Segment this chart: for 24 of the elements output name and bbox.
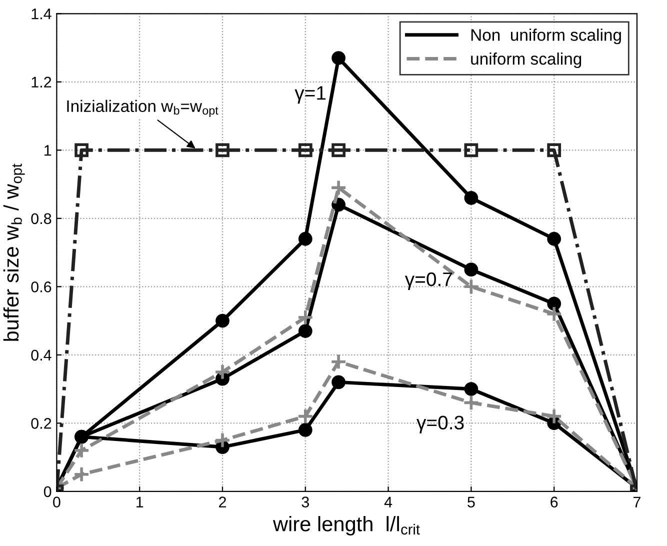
- x-tick-label: 6: [550, 496, 558, 508]
- annotation: γ=1: [294, 86, 326, 104]
- y-tick-label: 0.8: [31, 213, 52, 224]
- x-tick-label: 7: [634, 496, 640, 508]
- x-tick-label: 5: [468, 496, 475, 508]
- legend-label: uniform scaling: [471, 52, 582, 68]
- y-tick-label: 1.4: [32, 8, 52, 20]
- x-tick-label: 4: [384, 496, 392, 508]
- y-axis-title: buffer size w$_{b}$ / w$_{opt}$: [3, 164, 25, 341]
- y-tick-label: 0.4: [31, 350, 52, 361]
- y-tick-label: 0: [44, 486, 52, 498]
- y-tick-label: 0.2: [31, 418, 52, 429]
- x-tick-label: 2: [219, 496, 226, 508]
- x-axis-title: wire length l/l$_{crit}$: [272, 516, 420, 536]
- annotation: γ=0.3: [416, 416, 464, 434]
- x-tick-label: 3: [302, 496, 309, 508]
- y-tick-label: 1.2: [32, 76, 52, 88]
- x-tick-label: 0: [53, 496, 60, 508]
- x-tick-label: 1: [136, 496, 144, 508]
- annotation: Inizialization w$_{b}$=w$_{opt}$: [67, 100, 218, 117]
- y-tick-label: 0.6: [31, 282, 52, 292]
- annotation: γ=0.7: [404, 272, 452, 290]
- y-tick-label: 1: [44, 145, 52, 156]
- legend-label: Non uniform scaling: [471, 28, 621, 44]
